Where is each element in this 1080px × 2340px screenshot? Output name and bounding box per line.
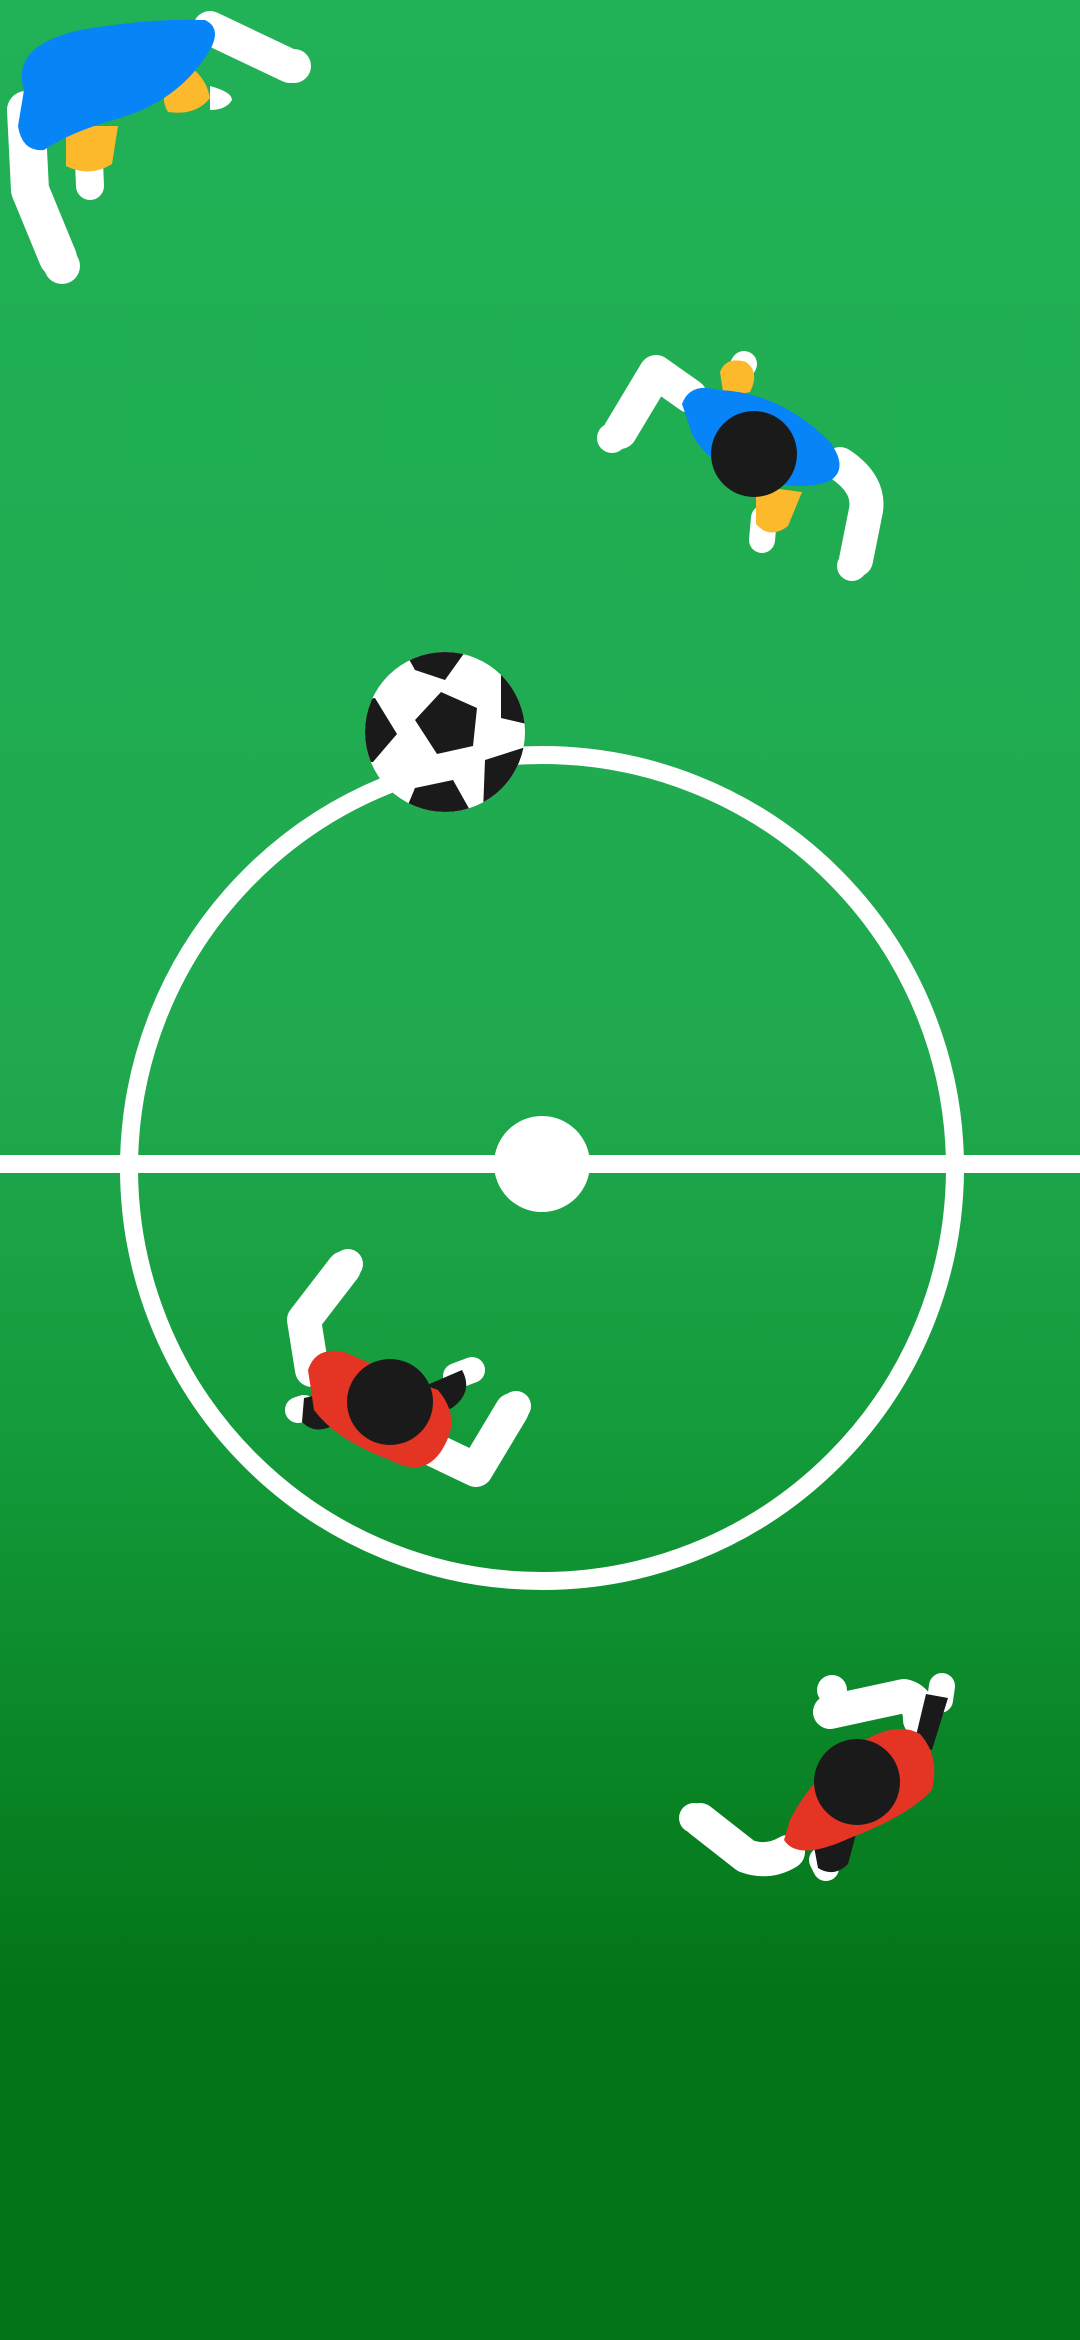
player-leg [285,1395,317,1423]
player-arm [193,11,307,83]
ball-patch-top [405,652,465,680]
player-arm [813,1679,937,1737]
player-head [711,411,797,497]
player-hand [277,49,311,83]
player-arm [413,1393,529,1487]
player-hand [679,1803,709,1833]
center-spot [494,1116,590,1212]
player-blue-1[interactable] [7,11,311,284]
player-arm [823,447,884,577]
player-arm [287,1251,361,1387]
player-hand [44,248,80,284]
player-head [347,1359,433,1445]
player-hand [333,1249,363,1279]
player-hand [817,1675,847,1705]
ball-patch-bottom [405,780,471,812]
player-hand [837,551,867,581]
player-shirt [18,19,215,151]
center-circle [120,746,964,1590]
player-shorts [914,1694,948,1750]
player-hand [501,1391,531,1421]
field-markings [0,746,1080,1590]
player-arm [683,1803,805,1877]
player-red-1[interactable] [285,1249,531,1487]
player-shorts [720,360,755,398]
player-shorts-trim [210,86,232,110]
ball-pentagon-center [415,692,477,754]
player-red-2[interactable] [679,1673,955,1881]
player-arm [603,355,707,449]
player-head [814,1739,900,1825]
player-shorts [66,126,118,172]
player-shorts [756,486,802,533]
player-hand [597,423,627,453]
player-blue-2[interactable] [597,351,884,581]
